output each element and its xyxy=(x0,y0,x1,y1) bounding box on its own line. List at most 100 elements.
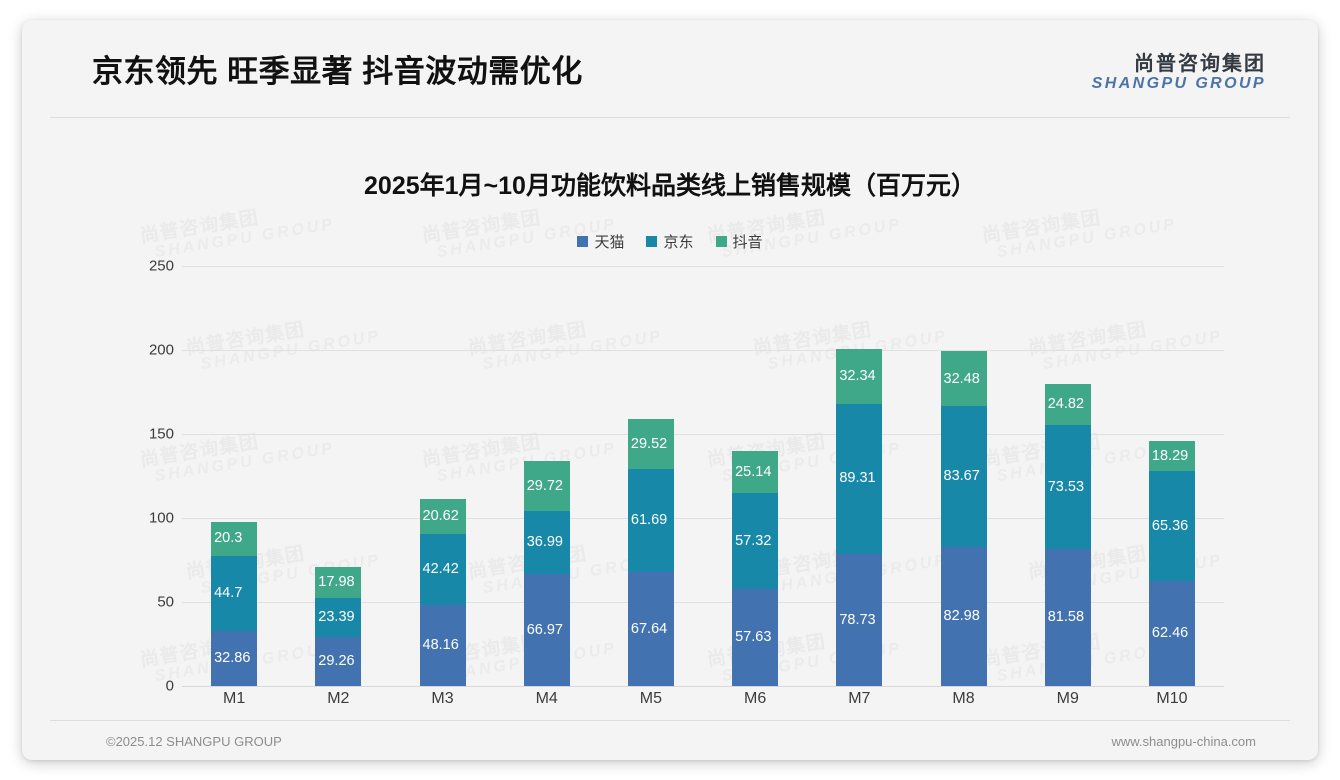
chart-legend: 天猫 京东 抖音 xyxy=(22,231,1318,252)
bar-column: 17.98 23.39 29.26 xyxy=(286,266,390,686)
legend-swatch-icon xyxy=(577,236,589,247)
bar-column: 18.29 65.36 62.46 xyxy=(1120,266,1224,686)
bar-value-label: 78.73 xyxy=(839,611,876,628)
bar-value-label: 18.29 xyxy=(1151,447,1189,464)
bar-segment[interactable]: 23.39 xyxy=(315,597,362,637)
bar-value-label: 29.52 xyxy=(630,435,668,452)
y-axis-tick-label: 150 xyxy=(148,425,174,443)
legend-item-1[interactable]: 天猫 xyxy=(577,231,624,252)
legend-label: 京东 xyxy=(663,234,694,251)
bar-segment[interactable]: 20.3 xyxy=(211,521,258,556)
bar-segment[interactable]: 73.53 xyxy=(1044,425,1091,549)
bar-stack[interactable]: 29.52 61.69 67.64 xyxy=(627,419,674,686)
bar-segment[interactable]: 32.34 xyxy=(836,349,883,404)
website-url[interactable]: www.shangpu-china.com xyxy=(1111,734,1256,749)
bar-column: 29.72 36.99 66.97 xyxy=(495,266,599,686)
bar-value-label: 29.26 xyxy=(318,653,355,670)
y-axis-tick-label: 100 xyxy=(148,509,174,527)
bar-segment[interactable]: 29.26 xyxy=(315,636,362,686)
x-axis-label: M7 xyxy=(848,690,871,707)
y-axis-tick-label: 0 xyxy=(165,677,174,695)
bar-segment[interactable]: 65.36 xyxy=(1148,471,1195,582)
bar-column: 29.52 61.69 67.64 xyxy=(599,266,703,686)
bar-segment[interactable]: 67.64 xyxy=(627,572,674,686)
x-axis-label: M10 xyxy=(1156,690,1188,707)
y-axis-tick-label: 50 xyxy=(157,593,174,611)
bar-column: 32.48 83.67 82.98 xyxy=(911,266,1015,686)
brand-logo: 尚普咨询集团 SHANGPU GROUP xyxy=(1092,54,1266,93)
bar-segment[interactable]: 61.69 xyxy=(627,468,674,573)
bar-value-label: 32.34 xyxy=(839,368,876,385)
bar-stack[interactable]: 18.29 65.36 62.46 xyxy=(1148,440,1195,686)
bar-value-label: 66.97 xyxy=(526,621,563,638)
bar-segment[interactable]: 62.46 xyxy=(1148,581,1195,686)
bar-segment[interactable]: 32.48 xyxy=(940,351,987,407)
bar-segment[interactable]: 20.62 xyxy=(419,499,466,534)
bar-segment[interactable]: 36.99 xyxy=(523,511,570,574)
legend-swatch-icon xyxy=(646,236,658,247)
bar-value-label: 20.3 xyxy=(214,530,243,547)
bar-segment[interactable]: 29.72 xyxy=(523,461,570,512)
page-header: 京东领先 旺季显著 抖音波动需优化 尚普咨询集团 SHANGPU GROUP xyxy=(22,20,1318,118)
bar-segment[interactable]: 44.7 xyxy=(211,555,258,631)
bar-segment[interactable]: 57.32 xyxy=(732,492,779,590)
legend-swatch-icon xyxy=(715,236,727,247)
header-divider xyxy=(50,117,1290,118)
legend-item-3[interactable]: 抖音 xyxy=(715,231,763,252)
bar-value-label: 36.99 xyxy=(526,534,563,551)
gridline xyxy=(182,434,1224,435)
bar-value-label: 65.36 xyxy=(1151,517,1189,534)
footer-divider xyxy=(50,720,1290,721)
legend-label: 天猫 xyxy=(594,234,625,251)
bar-segment[interactable]: 48.16 xyxy=(419,605,466,686)
bar-value-label: 83.67 xyxy=(943,468,980,485)
gridline xyxy=(182,518,1224,519)
bar-segment[interactable]: 89.31 xyxy=(836,403,883,554)
bar-stack[interactable]: 32.34 89.31 78.73 xyxy=(836,349,883,686)
bar-segment[interactable]: 42.42 xyxy=(419,533,466,606)
bar-stack[interactable]: 20.62 42.42 48.16 xyxy=(419,499,466,686)
bar-segment[interactable]: 81.58 xyxy=(1044,548,1091,686)
bar-segment[interactable]: 57.63 xyxy=(732,589,779,686)
bar-value-label: 67.64 xyxy=(630,620,668,637)
bar-segment[interactable]: 66.97 xyxy=(523,573,570,686)
brand-logo-en: SHANGPU GROUP xyxy=(1091,75,1266,92)
y-axis-tick-label: 250 xyxy=(148,257,174,275)
bar-stack[interactable]: 24.82 73.53 81.58 xyxy=(1044,383,1091,686)
slide-page: 京东领先 旺季显著 抖音波动需优化 尚普咨询集团 SHANGPU GROUP 尚… xyxy=(22,20,1318,760)
bar-segment[interactable]: 18.29 xyxy=(1148,440,1195,472)
page-title: 京东领先 旺季显著 抖音波动需优化 xyxy=(92,54,583,89)
bar-stack[interactable]: 25.14 57.32 57.63 xyxy=(732,450,779,686)
bar-segment[interactable]: 83.67 xyxy=(940,406,987,547)
bar-segment[interactable]: 29.52 xyxy=(627,419,674,469)
bar-segment[interactable]: 78.73 xyxy=(836,553,883,686)
bar-column: 20.62 42.42 48.16 xyxy=(390,266,494,686)
bar-stack[interactable]: 20.3 44.7 32.86 xyxy=(211,521,258,686)
bar-segment[interactable]: 17.98 xyxy=(315,567,362,598)
bar-stack[interactable]: 17.98 23.39 29.26 xyxy=(315,567,362,686)
bar-value-label: 61.69 xyxy=(630,512,668,529)
bar-column: 20.3 44.7 32.86 xyxy=(182,266,286,686)
bar-value-label: 57.63 xyxy=(735,629,772,646)
bar-segment[interactable]: 82.98 xyxy=(940,546,987,686)
x-axis-label: M2 xyxy=(327,690,350,707)
x-axis-labels: M1 M2 M3 M4 M5 M6 M7 M8 M9 M10 xyxy=(182,690,1224,708)
chart-container: 尚普咨询集团 SHANGPU GROUP 尚普咨询集团 SHANGPU GROUP 尚普… xyxy=(22,118,1318,708)
bar-value-label: 25.14 xyxy=(735,463,772,480)
x-axis-label: M9 xyxy=(1056,690,1079,707)
bar-segment[interactable]: 25.14 xyxy=(732,450,779,493)
bar-stack[interactable]: 29.72 36.99 66.97 xyxy=(523,461,570,686)
legend-item-2[interactable]: 京东 xyxy=(646,231,694,252)
x-axis-label: M5 xyxy=(639,690,663,707)
bar-segment[interactable]: 24.82 xyxy=(1044,383,1091,426)
bar-column: 25.14 57.32 57.63 xyxy=(703,266,807,686)
bar-value-label: 44.7 xyxy=(214,585,243,601)
bar-segment[interactable]: 32.86 xyxy=(211,630,258,686)
bar-value-label: 20.62 xyxy=(422,508,459,525)
bar-stack[interactable]: 32.48 83.67 82.98 xyxy=(940,351,987,686)
bar-value-label: 62.46 xyxy=(1151,625,1189,642)
x-axis-label: M3 xyxy=(431,690,454,707)
bar-value-label: 82.98 xyxy=(943,608,980,625)
